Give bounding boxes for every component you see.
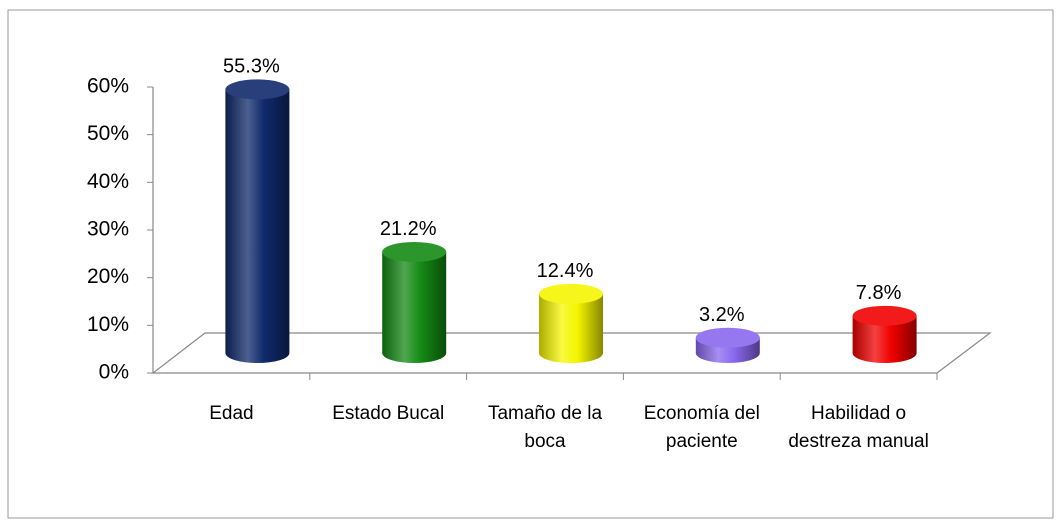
value-label: 3.2% [699, 304, 745, 326]
y-tick-label: 20% [87, 265, 129, 288]
y-tick-label: 30% [87, 218, 129, 241]
y-tick-label: 50% [87, 122, 129, 145]
value-label: 21.2% [380, 218, 437, 240]
bar-cap [695, 327, 760, 348]
value-label: 7.8% [856, 282, 902, 304]
y-tick-label: 10% [87, 313, 129, 336]
bar-cap [225, 79, 290, 100]
value-label: 55.3% [223, 56, 280, 78]
x-tick-label: Habilidad o destreza manual [788, 403, 929, 452]
x-tick-label: Tamaño de la boca [487, 403, 603, 452]
bar [539, 293, 603, 363]
bar [225, 89, 290, 364]
x-tick-label: Estado Bucal [332, 403, 445, 424]
chart-frame [7, 9, 1054, 519]
y-tick-label: 60% [87, 75, 129, 98]
x-tick-label: Edad [209, 403, 254, 424]
bar-cap [382, 241, 447, 262]
y-tick-label: 0% [99, 361, 129, 384]
bar-cap [852, 305, 917, 326]
x-tick-label: Economía del paciente [643, 403, 760, 452]
bar [382, 251, 447, 363]
bar [852, 315, 917, 363]
floor [151, 332, 992, 374]
bar-cap [539, 283, 603, 304]
y-tick-label: 40% [87, 170, 129, 193]
value-label: 12.4% [537, 260, 594, 282]
